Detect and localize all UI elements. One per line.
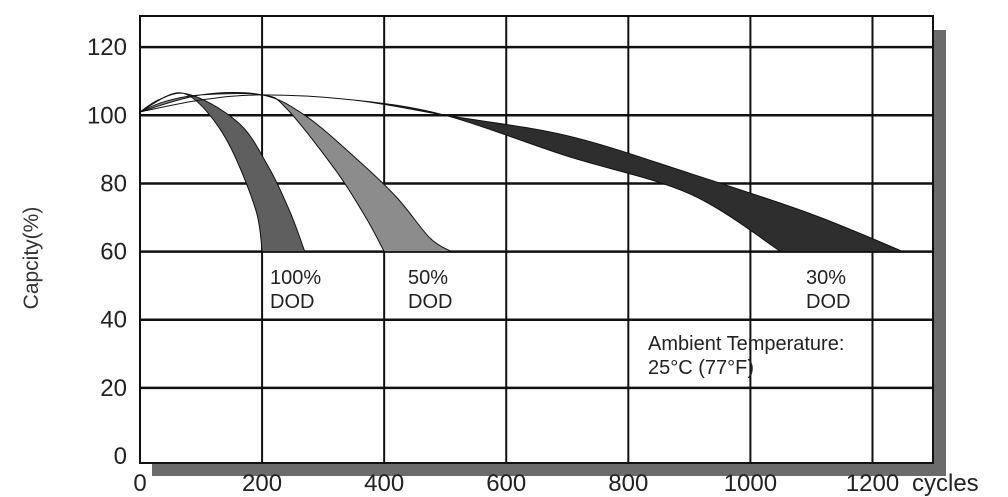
annotation-line: 25°C (77°F) — [648, 357, 754, 379]
annotation-1: 100% DOD — [270, 267, 321, 313]
annotation-line: Ambient Temperature: — [648, 333, 844, 355]
x-tick-label: 400 — [364, 470, 404, 497]
annotation-4: Ambient Temperature: 25°C (77°F) — [648, 333, 844, 379]
annotation-line: DOD — [408, 291, 452, 313]
annotation-line: DOD — [806, 291, 850, 313]
annotation-2: 50% DOD — [408, 267, 452, 313]
annotation-3: 30% DOD — [806, 267, 850, 313]
annotation-line: 30% — [806, 267, 846, 289]
dod-bands — [139, 92, 904, 253]
x-axis-label: cycles — [912, 470, 979, 497]
y-tick-label: 100 — [87, 102, 127, 129]
x-tick-label: 1200 — [846, 470, 899, 497]
x-tick-labels: 0 200 400 600 800 1000 1200 — [133, 470, 899, 497]
y-tick-label: 0 — [114, 443, 127, 470]
dod-band-3 — [139, 94, 904, 253]
y-tick-label: 20 — [100, 375, 127, 402]
y-tick-label: 40 — [100, 307, 127, 334]
y-tick-label: 80 — [100, 170, 127, 197]
x-tick-label: 200 — [242, 470, 282, 497]
x-tick-label: 800 — [608, 470, 648, 497]
y-tick-label: 120 — [87, 34, 127, 61]
annotation-line: 100% — [270, 267, 321, 289]
y-tick-label: 60 — [100, 239, 127, 266]
dod-band-1 — [139, 92, 306, 253]
x-tick-label: 0 — [133, 470, 146, 497]
dod-band-2 — [139, 92, 454, 253]
x-tick-label: 1000 — [724, 470, 777, 497]
y-axis-label: Capcity(%) — [20, 207, 43, 310]
y-tick-labels: 0 20 40 60 80 100 120 — [87, 34, 127, 470]
annotation-line: DOD — [270, 291, 314, 313]
annotation-line: 50% — [408, 267, 448, 289]
x-tick-label: 600 — [486, 470, 526, 497]
